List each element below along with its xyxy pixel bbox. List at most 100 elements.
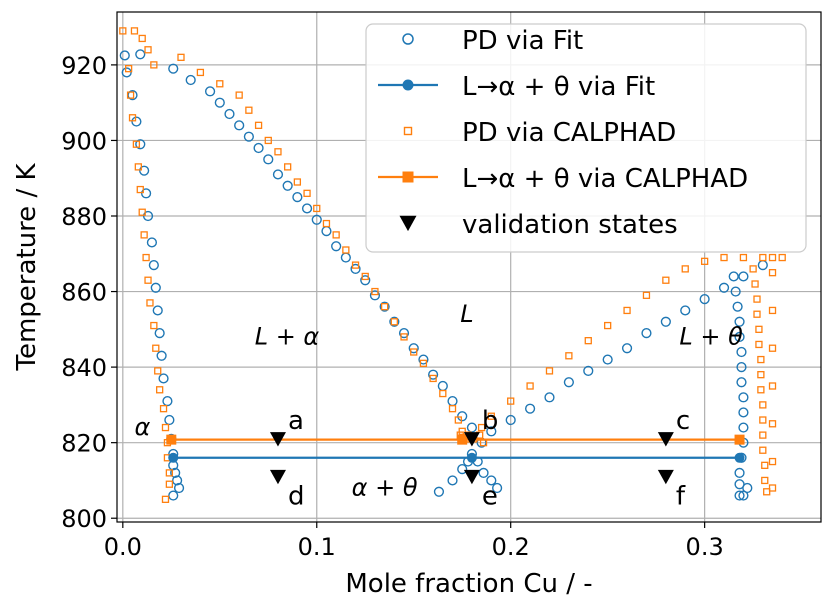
fit-point <box>736 362 747 373</box>
fit-point <box>301 203 313 214</box>
calphad-point <box>642 291 651 299</box>
fit-point <box>185 74 196 86</box>
fit-point <box>156 350 167 361</box>
calphad-point <box>161 495 170 503</box>
calphad-point <box>739 253 748 262</box>
legend-label: PD via CALPHAD <box>462 118 676 148</box>
calphad-point <box>454 416 462 424</box>
calphad-point <box>768 382 777 390</box>
fit-point <box>172 475 183 486</box>
validation-label: d <box>288 482 305 512</box>
calphad-point <box>439 389 447 398</box>
legend-label: validation states <box>462 210 678 240</box>
fit-point <box>457 464 468 475</box>
fit-point <box>224 108 235 120</box>
calphad-point <box>142 253 150 262</box>
calphad-point <box>410 348 418 356</box>
calphad-point <box>749 265 757 273</box>
fit-point <box>142 210 154 222</box>
fit-point <box>418 354 429 365</box>
calphad-point <box>156 386 164 394</box>
fit-point <box>457 411 468 422</box>
calphad-point <box>757 355 765 364</box>
validation-label: e <box>482 482 498 512</box>
fit-eutectic-marker <box>734 452 745 463</box>
calphad-point <box>507 397 515 405</box>
fit-point <box>292 192 303 203</box>
calphad-point <box>755 340 763 349</box>
fit-point <box>433 486 445 497</box>
calphad-point <box>152 344 160 352</box>
calphad-point <box>751 280 759 288</box>
fit-point <box>505 414 516 426</box>
calphad-point <box>400 333 408 341</box>
calphad-point <box>759 416 767 424</box>
x-tick-label: 0.3 <box>686 533 724 561</box>
fit-point <box>150 282 161 293</box>
fit-point <box>486 475 497 486</box>
fit-point <box>369 290 381 301</box>
fit-point <box>350 263 361 274</box>
x-tick-label: 0.2 <box>492 533 530 561</box>
calphad-point <box>761 476 769 485</box>
calphad-point <box>768 484 777 492</box>
validation-marker <box>657 432 674 447</box>
calphad-point <box>126 91 135 99</box>
axis-ticks: 0.0 0.1 0.2 0.3 800 820 840 860 880 900 920 <box>61 52 724 561</box>
calphad-point <box>487 412 495 420</box>
calphad-point <box>138 208 146 216</box>
fit-point <box>379 301 390 312</box>
validation-marker <box>269 469 286 485</box>
calphad-point <box>768 306 777 315</box>
fit-point <box>563 377 574 388</box>
calphad-point <box>177 53 185 61</box>
fit-point <box>173 482 185 494</box>
legend-label: PD via Fit <box>462 26 583 56</box>
legend-label: L→α + θ via CALPHAD <box>462 164 748 194</box>
x-axis-label: Mole fraction Cu / - <box>345 569 592 599</box>
calphad-point <box>753 295 761 303</box>
fit-point <box>738 422 749 433</box>
calphad-point <box>419 359 428 367</box>
calphad-point <box>159 405 168 413</box>
calphad-point <box>380 303 389 311</box>
calphad-point <box>254 121 263 129</box>
fit-point <box>253 142 264 154</box>
fit-point <box>738 407 749 418</box>
fit-point <box>148 260 159 271</box>
y-tick-label: 880 <box>61 203 107 231</box>
calphad-point <box>584 337 592 345</box>
calphad-eutectic-marker <box>166 434 177 445</box>
legend-handle-calphad-points <box>403 126 413 136</box>
fit-point <box>360 275 371 286</box>
legend-box <box>365 23 807 253</box>
calphad-point <box>681 265 689 273</box>
calphad-point <box>604 321 612 330</box>
fit-point <box>736 377 747 388</box>
calphad-point <box>768 269 777 277</box>
validation-label: a <box>288 406 304 436</box>
fit-eutectic-marker <box>466 452 477 463</box>
calphad-point <box>545 367 554 375</box>
calphad-point <box>361 272 369 281</box>
validation-label: f <box>676 482 686 512</box>
calphad-point <box>565 352 573 360</box>
legend-handle-validation <box>399 215 417 232</box>
fit-point <box>234 120 245 131</box>
calphad-point <box>313 204 321 213</box>
y-tick-label: 860 <box>61 279 107 307</box>
fit-point <box>738 271 749 282</box>
y-tick-label: 920 <box>61 52 107 80</box>
calphad-point <box>477 423 486 432</box>
calphad-point <box>526 382 534 390</box>
calphad-point <box>332 231 340 239</box>
calphad-point <box>759 431 767 439</box>
calphad-point <box>284 163 292 171</box>
calphad-point <box>753 310 761 318</box>
calphad-point <box>623 306 631 315</box>
fit-eutectic-marker <box>168 452 179 463</box>
fit-point <box>204 86 216 97</box>
fit-point <box>119 50 130 61</box>
fit-point <box>492 482 503 494</box>
calphad-point <box>429 374 437 383</box>
